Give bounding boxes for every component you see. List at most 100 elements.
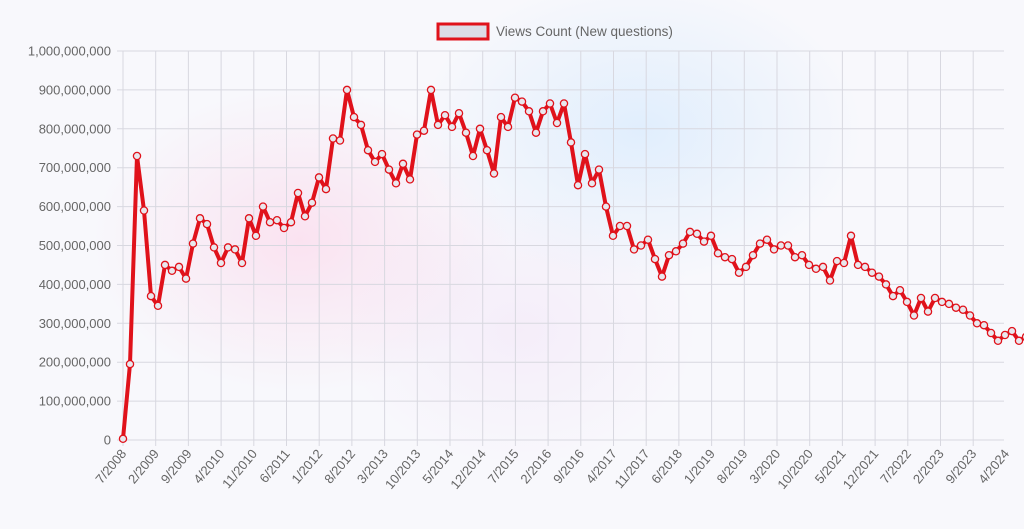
data-point [622,221,632,231]
data-point [755,239,765,248]
data-point [734,268,744,277]
x-tick-label: 11/2017 [611,446,652,491]
x-tick-label: 10/2013 [382,446,424,492]
data-point [573,180,583,190]
x-tick-label: 9/2009 [158,446,195,486]
x-tick-label: 9/2023 [942,446,979,486]
data-point [314,173,324,182]
data-point [685,227,695,237]
y-tick-label: 300,000,000 [39,316,111,331]
data-point [909,311,919,320]
x-tick-label: 8/2019 [714,446,751,486]
data-point [629,245,639,254]
data-point [321,184,331,194]
legend-label[interactable]: Views Count (New questions) [496,24,673,39]
data-point [538,107,548,116]
data-point [902,297,912,307]
data-point [202,219,212,229]
data-point [349,112,359,122]
data-point [972,319,982,328]
data-point [531,128,541,137]
data-point [468,151,478,161]
data-point [580,149,590,159]
data-point [825,276,835,285]
data-point [769,245,779,254]
data-point [342,85,352,95]
data-point [741,262,751,272]
data-point [391,179,401,188]
data-point [370,157,380,167]
x-tick-label: 7/2022 [877,446,914,486]
x-tick-label: 1/2019 [681,446,718,486]
data-point [916,293,926,303]
data-point [412,130,422,139]
data-point [503,122,513,132]
data-point [727,254,737,264]
y-tick-label: 400,000,000 [39,277,111,292]
data-point [657,272,667,281]
data-point [748,250,758,260]
x-tick-label: 4/2024 [975,446,1012,486]
data-point [279,223,289,233]
y-tick-label: 700,000,000 [39,160,111,175]
data-point [804,260,814,270]
data-point [594,165,604,174]
x-tick-label: 8/2012 [321,446,358,486]
data-point [965,311,975,320]
legend-swatch[interactable] [436,22,490,41]
data-point [454,108,464,118]
data-point [853,260,863,270]
data-point [461,128,471,137]
data-point [426,85,436,95]
data-point [300,212,310,221]
data-point [846,231,856,241]
data-point [790,252,800,262]
data-point [839,258,849,268]
data-point [377,149,387,159]
x-tick-label: 6/2011 [256,446,292,485]
data-point [601,202,611,211]
y-tick-label: 100,000,000 [39,394,111,409]
data-point [433,120,443,130]
data-point [307,198,317,207]
x-gridlines [122,51,974,446]
data-point [398,159,408,169]
data-point [356,120,366,130]
data-point [951,303,961,312]
data-point [328,134,338,143]
data-point [1000,330,1010,340]
data-point [986,328,996,338]
data-point [643,235,653,244]
data-point [552,118,562,128]
data-point [174,262,184,272]
x-tick-label: 7/2015 [485,446,522,486]
data-point [419,126,429,135]
data-point [258,202,268,211]
x-tick-label: 12/2014 [447,446,489,492]
y-tick-label: 600,000,000 [39,199,111,214]
data-point [671,247,681,256]
data-point [979,320,989,330]
data-point [482,145,492,155]
data-point [524,107,534,116]
x-tick-label: 10/2020 [774,446,816,492]
data-point [650,254,660,264]
data-point [860,262,870,272]
x-tick-label: 12/2021 [840,446,882,492]
data-point [223,243,233,252]
data-point [566,138,576,147]
x-axis-tick-labels: 7/20082/20099/20094/201011/20106/20111/2… [92,446,1012,492]
data-point [545,99,555,108]
data-point [510,93,520,102]
data-point [895,285,905,295]
legend[interactable]: Views Count (New questions) [436,22,673,41]
data-point [636,241,646,250]
x-tick-label: 2/2023 [910,446,947,486]
data-point [664,250,674,260]
data-point [958,305,968,314]
data-points [118,85,1024,444]
data-point [783,241,793,250]
data-point [608,231,618,241]
data-point [944,299,954,309]
